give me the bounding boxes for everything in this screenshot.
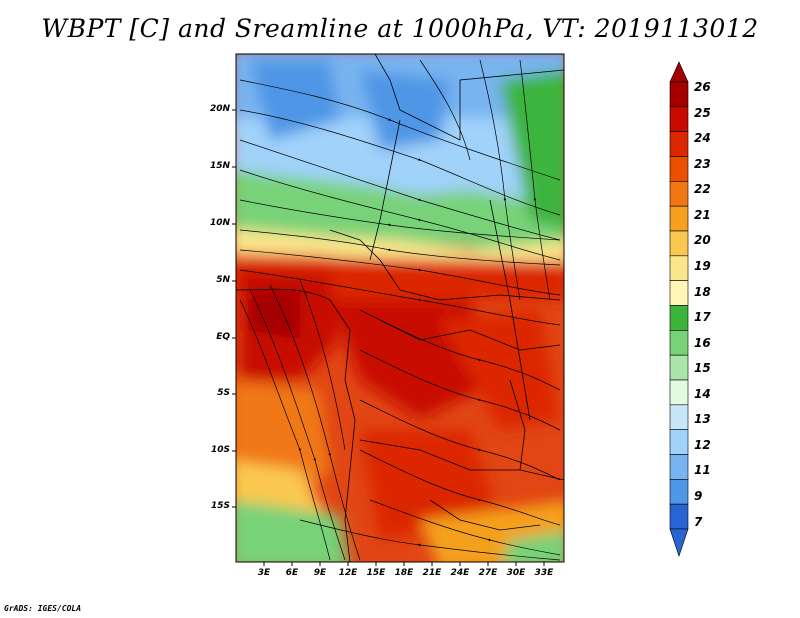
colorbar-label: 9	[694, 489, 703, 503]
lat-label: 20N	[209, 104, 230, 114]
colorbar-label: 22	[694, 182, 711, 196]
colorbar-swatch	[669, 330, 689, 356]
streamlines	[239, 59, 561, 561]
colorbar-label: 16	[694, 336, 711, 350]
colorbar-swatch	[669, 454, 689, 480]
lon-label: 3E	[257, 568, 271, 578]
colorbar-label: 25	[694, 106, 711, 120]
colorbar-swatch	[669, 429, 689, 455]
map-frame	[235, 53, 565, 563]
colorbar-label: 21	[694, 208, 711, 222]
wbpt-field	[236, 54, 564, 562]
country-borders	[236, 54, 564, 562]
lon-label: 30E	[506, 568, 526, 578]
lat-label: 15N	[209, 161, 230, 171]
colorbar-label: 14	[694, 387, 711, 401]
colorbar-label: 13	[694, 412, 711, 426]
lat-label: 10N	[209, 218, 230, 228]
colorbar-swatch	[669, 131, 689, 157]
colorbar-swatch	[669, 305, 689, 331]
colorbar-swatch	[669, 379, 689, 406]
colorbar-top-arrow	[669, 61, 689, 83]
lat-label: 5N	[216, 275, 230, 285]
lon-label: 24E	[450, 568, 470, 578]
colorbar-swatch	[669, 503, 689, 530]
lon-label: 6E	[285, 568, 299, 578]
colorbar-swatch	[669, 181, 689, 207]
footer-credit: GrADS: IGES/COLA	[4, 604, 82, 613]
lon-label: 18E	[394, 568, 414, 578]
lon-label: 33E	[534, 568, 554, 578]
colorbar-boxes	[669, 81, 689, 530]
colorbar-label: 17	[694, 310, 711, 324]
lat-label: 10S	[210, 445, 230, 455]
colorbar-swatch	[669, 156, 689, 182]
colorbar-label: 20	[694, 233, 711, 247]
colorbar-swatch	[669, 230, 689, 257]
colorbar-label: 18	[694, 285, 711, 299]
colorbar-label: 7	[694, 515, 703, 529]
lon-label: 12E	[338, 568, 358, 578]
axis-ticks	[232, 109, 545, 566]
colorbar-label: 12	[694, 438, 711, 452]
colorbar-label: 11	[694, 463, 711, 477]
lat-label: 15S	[210, 501, 230, 511]
colorbar-label: 26	[694, 80, 711, 94]
colorbar-swatch	[669, 255, 689, 281]
colorbar-label: 15	[694, 361, 711, 375]
colorbar-label: 19	[694, 259, 711, 273]
colorbar-bottom-arrow	[669, 528, 689, 557]
colorbar-swatch	[669, 81, 689, 108]
colorbar	[669, 61, 689, 557]
colorbar-swatch	[669, 106, 689, 132]
lon-label: 27E	[478, 568, 498, 578]
lat-label: EQ	[216, 332, 230, 342]
colorbar-swatch	[669, 404, 689, 430]
lon-label: 21E	[422, 568, 442, 578]
colorbar-swatch	[669, 354, 689, 381]
colorbar-label: 23	[694, 157, 711, 171]
lat-label: 5S	[217, 388, 230, 398]
lon-label: 9E	[313, 568, 327, 578]
chart-title: WBPT [C] and Sreamline at 1000hPa, VT: 2…	[41, 14, 759, 43]
colorbar-swatch	[669, 205, 689, 232]
colorbar-swatch	[669, 280, 689, 306]
colorbar-label: 24	[694, 131, 711, 145]
lon-label: 15E	[366, 568, 386, 578]
colorbar-swatch	[669, 479, 689, 505]
